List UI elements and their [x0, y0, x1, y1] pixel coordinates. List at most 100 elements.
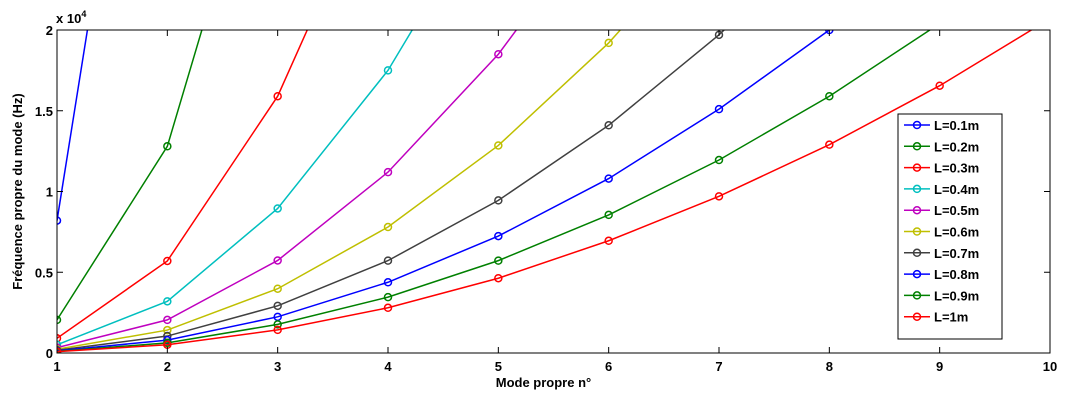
data-point — [604, 210, 613, 220]
legend-label: L=0.5m — [934, 203, 979, 218]
data-point — [163, 142, 172, 151]
x-axis-title: Mode propre n° — [496, 375, 591, 390]
data-point — [383, 278, 393, 287]
legend-entry: L=0.9m — [904, 288, 979, 303]
legend-label: L=0.2m — [934, 139, 979, 154]
y-axis-title: Fréquence propre du mode (Hz) — [10, 93, 25, 289]
data-point — [273, 91, 282, 101]
data-point — [383, 292, 393, 302]
legend-swatch-marker — [912, 312, 922, 321]
data-point — [714, 104, 724, 114]
x-tick-label: 1 — [53, 359, 60, 374]
y-tick-label: 2 — [46, 23, 53, 38]
data-point — [494, 141, 503, 150]
series-L=0.1m — [57, 30, 89, 225]
legend-entry: L=0.3m — [904, 161, 979, 176]
data-point — [163, 315, 172, 325]
series-line — [57, 30, 203, 321]
legend-label: L=0.3m — [934, 161, 979, 176]
y-tick-label: 0.5 — [35, 265, 53, 280]
data-point — [57, 216, 62, 225]
series-line — [57, 30, 309, 339]
series-line — [57, 30, 726, 351]
series-L=0.5m — [57, 30, 518, 352]
data-point — [273, 204, 282, 213]
legend-entry: L=0.4m — [904, 182, 979, 197]
series-L=0.4m — [57, 30, 414, 350]
legend-label: L=0.6m — [934, 225, 979, 240]
data-point — [273, 325, 282, 335]
data-point — [163, 325, 172, 335]
data-point — [273, 320, 282, 329]
legend-label: L=0.8m — [934, 267, 979, 282]
series-line — [57, 30, 1033, 353]
legend-swatch-marker — [912, 227, 922, 236]
data-point — [825, 91, 834, 101]
legend-label: L=0.1m — [934, 118, 979, 133]
data-point — [57, 347, 62, 353]
legend-label: L=1m — [934, 310, 968, 325]
x-tick-label: 2 — [164, 359, 171, 374]
data-point — [604, 121, 613, 130]
legend-swatch-marker — [912, 184, 922, 194]
legend-swatch-marker — [912, 205, 922, 215]
x-tick-label: 9 — [936, 359, 943, 374]
legend-entry: L=0.5m — [904, 203, 979, 218]
data-point — [273, 256, 282, 265]
y-multiplier-label: x 104 — [56, 9, 86, 26]
data-point — [494, 273, 503, 283]
data-point — [383, 303, 393, 313]
data-point — [57, 315, 62, 325]
axis-layer: 1 2 3 4 5 6 7 8 9 10 0 0.5 1 1.5 2 — [35, 23, 1057, 374]
data-point — [163, 297, 172, 306]
data-point — [1047, 15, 1054, 22]
legend-swatch-marker — [912, 163, 922, 172]
series-L=0.6m — [57, 30, 622, 353]
legend-entry: L=0.1m — [904, 118, 979, 133]
legend: L=0.1m L=0.2m L=0.3m L=0.4m L=0.5m L=0.6m L=0.… — [897, 113, 1003, 340]
legend-entry: L=0.8m — [904, 267, 979, 282]
data-point — [383, 222, 393, 232]
data-point — [383, 167, 393, 177]
data-point — [494, 256, 503, 265]
y-tick-label: 0 — [46, 346, 53, 361]
series-L=1m — [57, 15, 1054, 353]
y-multiplier-exponent: 4 — [81, 9, 86, 19]
data-point — [825, 140, 834, 149]
series-L=0.2m — [57, 30, 203, 325]
series-layer — [57, 15, 1054, 353]
legend-label: L=0.9m — [934, 288, 979, 303]
x-tick-label: 7 — [715, 359, 722, 374]
legend-label: L=0.7m — [934, 246, 979, 261]
legend-swatch-marker — [912, 120, 922, 130]
series-line — [57, 30, 89, 221]
y-tick-label: 1 — [46, 185, 53, 200]
legend-entry: L=0.2m — [904, 139, 979, 154]
x-tick-label: 3 — [274, 359, 281, 374]
data-point — [163, 335, 172, 345]
x-tick-label: 8 — [826, 359, 833, 374]
series-line — [57, 30, 518, 349]
series-line — [57, 30, 414, 346]
data-point — [936, 20, 943, 27]
data-point — [273, 284, 282, 293]
x-tick-label: 4 — [384, 359, 392, 374]
data-point — [494, 231, 503, 241]
x-tick-label: 5 — [495, 359, 502, 374]
x-tick-label: 6 — [605, 359, 612, 374]
data-point — [383, 256, 393, 265]
series-line — [57, 30, 932, 353]
data-point — [604, 38, 613, 48]
data-point — [604, 174, 613, 183]
data-point — [57, 340, 62, 350]
data-point — [494, 49, 503, 59]
legend-entry: L=1m — [904, 310, 968, 325]
data-point — [494, 196, 503, 205]
data-point — [163, 256, 172, 266]
legend-swatch-marker — [912, 142, 922, 151]
y-tick-label: 1.5 — [35, 104, 53, 119]
data-point — [273, 301, 282, 311]
legend-label: L=0.4m — [934, 182, 979, 197]
data-point — [714, 155, 724, 165]
